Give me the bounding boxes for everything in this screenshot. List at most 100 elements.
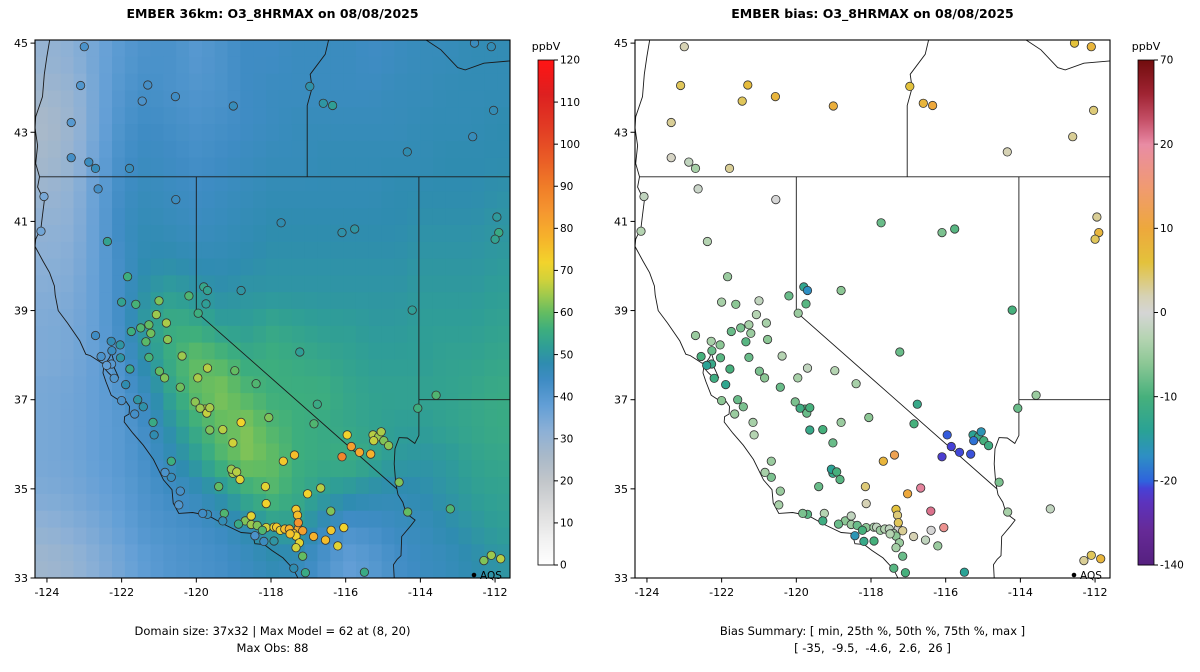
station-point xyxy=(942,430,952,440)
station-point xyxy=(909,419,919,429)
svg-text:-10: -10 xyxy=(1160,391,1177,403)
station-point xyxy=(766,472,776,482)
station-point xyxy=(431,390,441,400)
station-point xyxy=(251,379,261,389)
station-point xyxy=(289,450,300,460)
svg-text:35: 35 xyxy=(614,483,628,496)
svg-text:-120: -120 xyxy=(784,586,809,599)
station-point xyxy=(202,285,213,296)
station-point xyxy=(232,467,242,477)
station-point xyxy=(154,366,164,376)
station-point xyxy=(775,486,785,496)
station-point xyxy=(261,498,271,509)
station-point xyxy=(333,541,343,551)
station-point xyxy=(859,536,869,547)
station-point xyxy=(784,291,794,301)
aqs-bias-points xyxy=(636,40,1106,578)
station-point xyxy=(154,296,164,306)
svg-text:35: 35 xyxy=(14,483,28,496)
station-point xyxy=(93,184,103,194)
station-point xyxy=(369,436,379,446)
station-point xyxy=(738,402,748,412)
station-point xyxy=(835,474,845,485)
station-point xyxy=(202,363,213,373)
station-point xyxy=(96,351,106,362)
station-point xyxy=(726,326,736,337)
station-point xyxy=(326,525,336,535)
station-point xyxy=(376,427,386,437)
station-point xyxy=(190,397,200,407)
station-point xyxy=(102,236,113,247)
right-caption-bias-summary-header: Bias Summary: [ min, 25th %, 50th %, 75t… xyxy=(719,624,1026,638)
station-point xyxy=(407,305,417,315)
nevada-arizona-border xyxy=(993,399,1020,489)
right-caption-bias-summary-values: [ -35, -9.5, -4.6, 2.6, 26 ] xyxy=(794,641,951,655)
station-point xyxy=(236,417,246,427)
svg-text:70: 70 xyxy=(560,265,573,277)
station-point xyxy=(166,472,176,482)
station-point xyxy=(295,347,305,357)
station-point xyxy=(174,500,184,510)
svg-text:37: 37 xyxy=(614,394,628,407)
svg-text:10: 10 xyxy=(1160,223,1173,235)
station-point xyxy=(146,328,156,338)
svg-text:-118: -118 xyxy=(859,586,884,599)
station-point xyxy=(138,402,148,412)
station-point xyxy=(218,424,228,435)
station-point xyxy=(775,382,785,392)
station-point xyxy=(79,42,89,52)
station-point xyxy=(790,397,800,407)
station-point xyxy=(359,567,369,577)
station-point xyxy=(130,409,140,419)
station-point xyxy=(383,440,394,451)
station-point xyxy=(744,320,754,330)
station-point xyxy=(830,366,840,376)
station-point xyxy=(805,425,815,435)
svg-text:10: 10 xyxy=(560,518,573,530)
svg-text:33: 33 xyxy=(14,572,28,585)
station-point xyxy=(895,347,905,357)
station-point xyxy=(994,477,1004,487)
axes: -124 -122 -120 -118 -116 -114 -112 33 35 37 39 41 43… xyxy=(614,37,1111,599)
svg-text:AQS: AQS xyxy=(1080,570,1102,582)
station-point xyxy=(163,334,173,345)
station-point xyxy=(715,353,726,363)
station-point xyxy=(737,96,747,106)
station-point xyxy=(805,403,815,413)
station-point xyxy=(403,507,413,517)
station-point xyxy=(818,424,828,435)
station-point xyxy=(195,403,205,413)
station-point xyxy=(149,430,159,440)
station-point xyxy=(716,395,727,406)
station-point xyxy=(312,399,322,409)
station-point xyxy=(298,551,308,561)
station-point xyxy=(715,340,725,350)
california-nevada-border xyxy=(195,176,416,578)
station-point xyxy=(76,80,86,91)
station-point xyxy=(939,522,949,533)
station-point xyxy=(1013,403,1023,413)
station-point xyxy=(144,320,154,330)
svg-text:43: 43 xyxy=(614,126,628,139)
station-point xyxy=(702,360,712,370)
axes: -124 -122 -120 -118 -116 -114 -112 33 35 37 39 41 43… xyxy=(14,37,511,599)
station-point xyxy=(836,417,846,427)
station-point xyxy=(171,195,181,205)
station-point xyxy=(1069,40,1080,48)
station-point xyxy=(828,438,838,448)
svg-text:110: 110 xyxy=(560,97,580,109)
svg-text:120: 120 xyxy=(560,55,580,67)
station-point xyxy=(731,299,741,309)
station-point xyxy=(733,395,743,405)
california-nevada-border xyxy=(795,176,1016,578)
svg-text:-116: -116 xyxy=(933,586,958,599)
station-point xyxy=(743,80,753,90)
station-point xyxy=(148,417,158,427)
station-point xyxy=(802,363,813,373)
station-point xyxy=(937,228,947,238)
station-point xyxy=(302,489,313,499)
station-point xyxy=(1092,212,1102,222)
svg-text:39: 39 xyxy=(614,305,628,318)
station-point xyxy=(725,364,735,374)
